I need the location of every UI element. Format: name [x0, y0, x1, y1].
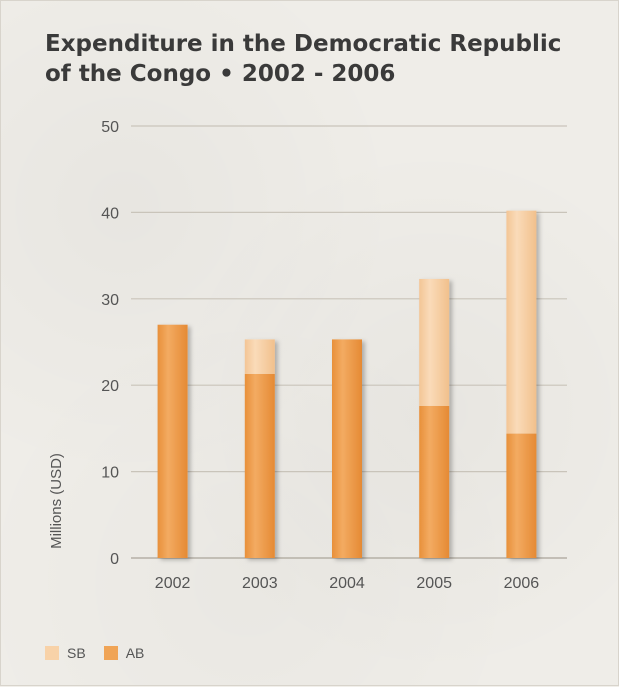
bar-stack-2005 — [419, 278, 450, 558]
bar-ab-2006 — [506, 433, 537, 558]
legend-label-ab: AB — [125, 645, 145, 661]
bar-ab-2003 — [244, 373, 275, 558]
legend-swatch-ab — [103, 646, 118, 660]
legend-swatch-sb — [45, 646, 59, 660]
y-tick-label: 30 — [101, 292, 119, 309]
x-axis: 2002 2003 2004 2005 2006 — [155, 575, 539, 592]
y-axis-label: Millions (USD) — [48, 453, 65, 549]
y-tick-label: 50 — [101, 119, 119, 136]
bar-stack-2004 — [332, 339, 362, 558]
legend: SB AB — [45, 645, 144, 661]
y-axis: 0 10 20 30 40 50 — [101, 119, 119, 568]
bar-sb-2005 — [419, 278, 450, 406]
bars — [157, 210, 537, 558]
chart-title: Expenditure in the Democratic Republic o… — [45, 29, 605, 89]
bar-sb-2006 — [506, 210, 537, 434]
y-tick-label: 40 — [101, 205, 119, 222]
x-tick-label: 2006 — [504, 575, 540, 592]
y-tick-label: 10 — [101, 465, 119, 482]
chart-title-line1: Expenditure in the Democratic Republic — [45, 31, 562, 57]
x-tick-label: 2003 — [242, 575, 278, 592]
bar-stack-2006 — [506, 210, 537, 558]
x-tick-label: 2002 — [155, 575, 191, 592]
legend-item-ab: AB — [103, 645, 145, 661]
x-tick-label: 2004 — [329, 575, 365, 592]
legend-label-sb: SB — [67, 645, 86, 661]
x-tick-label: 2005 — [416, 575, 452, 592]
bar-ab-2005 — [419, 405, 450, 558]
chart-title-line2: of the Congo • 2002 - 2006 — [45, 61, 396, 87]
bar-ab-2002 — [157, 324, 188, 558]
y-tick-label: 20 — [101, 378, 119, 395]
legend-item-sb: SB — [45, 645, 86, 661]
y-tick-label: 0 — [110, 551, 119, 568]
bar-stack-2003 — [244, 339, 275, 558]
bar-ab-2004 — [332, 339, 362, 558]
bar-sb-2003 — [244, 339, 275, 374]
bar-stack-2002 — [157, 324, 188, 558]
